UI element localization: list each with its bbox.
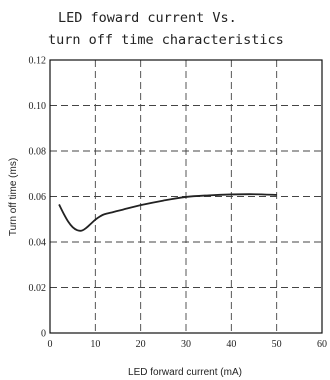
y-axis-ticks: 0 0.02 0.04 0.06 0.08 0.10 0.12 [29, 56, 47, 340]
data-point [140, 205, 141, 206]
data-point [122, 209, 123, 210]
y-tick-label: 0.04 [29, 238, 47, 249]
data-point [95, 219, 96, 220]
chart-title-line-2: turn off time characteristics [48, 32, 284, 48]
x-tick-label: 30 [181, 339, 191, 350]
y-tick-label: 0.10 [29, 101, 47, 112]
data-point [68, 221, 69, 222]
data-point [72, 227, 73, 228]
data-point [231, 194, 232, 195]
data-point [63, 213, 64, 214]
x-tick-label: 50 [272, 339, 282, 350]
x-tick-label: 20 [136, 339, 146, 350]
data-point [253, 194, 254, 195]
y-tick-label: 0.12 [29, 56, 47, 67]
x-axis-label: LED forward current (mA) [128, 367, 242, 378]
data-point [99, 216, 100, 217]
y-tick-label: 0.08 [29, 147, 47, 158]
data-point [86, 227, 87, 228]
data-point [208, 195, 209, 196]
x-tick-label: 40 [226, 339, 236, 350]
x-tick-label: 60 [317, 339, 327, 350]
y-tick-label: 0.02 [29, 283, 47, 294]
x-tick-label: 0 [48, 339, 53, 350]
data-point [276, 194, 277, 195]
y-tick-label: 0.06 [29, 192, 47, 203]
data-point [113, 211, 114, 212]
data-point [104, 214, 105, 215]
data-point [90, 223, 91, 224]
gridlines [50, 60, 322, 333]
series-layer [58, 193, 277, 232]
chart-title-line-1: LED foward current Vs. [58, 10, 237, 26]
y-axis-label: Turn off time (ms) [8, 158, 19, 236]
data-point [81, 230, 82, 231]
plot-frame [49, 59, 323, 334]
data-point [163, 200, 164, 201]
data-point [77, 230, 78, 231]
x-tick-label: 10 [90, 339, 100, 350]
data-point [185, 196, 186, 197]
data-point [58, 204, 59, 205]
y-tick-label: 0 [41, 329, 46, 340]
x-axis-ticks: 0 10 20 30 40 50 60 [48, 339, 328, 350]
series-line [58, 193, 277, 232]
